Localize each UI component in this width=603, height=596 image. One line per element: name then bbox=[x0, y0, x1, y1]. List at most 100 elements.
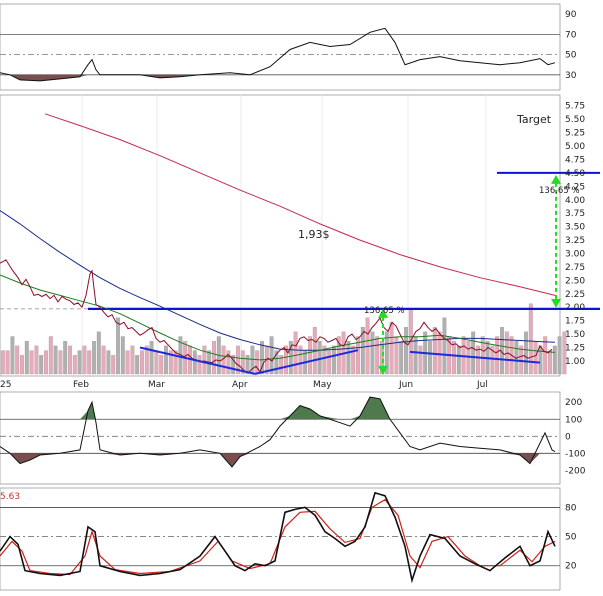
volume-bar bbox=[293, 331, 298, 375]
volume-bar bbox=[149, 341, 154, 375]
volume-bar bbox=[72, 355, 77, 375]
cci-line bbox=[0, 396, 556, 468]
volume-bar bbox=[63, 341, 68, 375]
price-tick-label: 2.25 bbox=[565, 290, 585, 300]
volume-bar bbox=[356, 336, 360, 375]
target-label: Target bbox=[516, 113, 552, 126]
volume-bar bbox=[68, 345, 72, 375]
trendline-left bbox=[139, 346, 256, 375]
rsi-panel bbox=[0, 3, 561, 91]
volume-bar bbox=[404, 326, 408, 375]
volume-bar bbox=[284, 345, 288, 375]
price-tick-label: 5.75 bbox=[565, 102, 585, 112]
volume-bar bbox=[82, 345, 87, 375]
volume-bar bbox=[168, 350, 173, 375]
month-tick-label: Feb bbox=[73, 380, 89, 390]
volume-bar bbox=[135, 355, 140, 375]
price-tick-label: 5.00 bbox=[565, 142, 585, 152]
volume-bar bbox=[524, 331, 528, 375]
measure-arrow-right bbox=[551, 174, 561, 308]
price-tick-label: 5.25 bbox=[565, 129, 585, 139]
volume-bar bbox=[533, 341, 538, 375]
percent-label-left: 136.65 % bbox=[364, 306, 405, 316]
volume-bar bbox=[144, 345, 149, 375]
volume-bar bbox=[159, 355, 164, 375]
rsi-oversold-fill bbox=[0, 74, 555, 81]
stoch-value-label: 5.63 bbox=[0, 492, 20, 502]
volume-bar bbox=[192, 350, 197, 375]
month-tick-label: Jun bbox=[398, 380, 413, 390]
volume-bar bbox=[548, 350, 552, 375]
volume-bar bbox=[298, 345, 303, 375]
volume-bar bbox=[202, 345, 207, 375]
volume-bar bbox=[413, 336, 418, 375]
volume-bar bbox=[351, 345, 356, 375]
price-tick-label: 1.25 bbox=[565, 344, 585, 354]
volume-bar bbox=[288, 341, 293, 375]
price-tick-label: 3.25 bbox=[565, 236, 585, 246]
volume-bar bbox=[394, 336, 399, 375]
price-tick-label: 4.50 bbox=[565, 169, 585, 179]
volume-bar bbox=[10, 336, 15, 375]
cci-panel bbox=[0, 391, 561, 485]
cci-tick-label: -100 bbox=[565, 449, 586, 459]
rsi-tick-label: 50 bbox=[565, 51, 577, 61]
volume-bar bbox=[245, 355, 250, 375]
volume-bar bbox=[432, 326, 437, 375]
volume-bar bbox=[48, 336, 53, 375]
price-tick-label: 3.00 bbox=[565, 249, 585, 259]
volume-bar bbox=[274, 350, 279, 375]
stoch-tick-label: 50 bbox=[565, 533, 577, 543]
measure-arrow-left-head-up bbox=[378, 308, 388, 318]
volume-bar bbox=[87, 350, 92, 375]
volume-bar bbox=[279, 355, 284, 375]
trendline-right bbox=[254, 349, 359, 375]
volume-bar bbox=[562, 331, 567, 375]
volume-bar bbox=[5, 350, 10, 375]
volume-bar bbox=[543, 336, 548, 375]
volume-bar bbox=[476, 345, 480, 375]
volume-bar bbox=[39, 355, 44, 375]
measure-arrow-left-head-down bbox=[378, 365, 388, 375]
measure-arrow-right-head-down bbox=[551, 298, 561, 308]
volume-bar bbox=[552, 345, 557, 375]
ma-long-line bbox=[44, 113, 556, 296]
volume-bar bbox=[557, 336, 562, 375]
volume-bar bbox=[471, 331, 476, 375]
volume-bar bbox=[428, 341, 432, 375]
volume-bar bbox=[399, 341, 404, 375]
price-tick-label: 5.50 bbox=[565, 115, 585, 125]
rsi-tick-label: 30 bbox=[565, 71, 577, 81]
price-tick-label: 1.75 bbox=[565, 317, 585, 327]
volume-bar bbox=[456, 345, 461, 375]
volume-bar bbox=[106, 350, 111, 375]
volume-bar bbox=[317, 341, 322, 375]
month-tick-label: 25 bbox=[0, 380, 11, 390]
price-tick-label: 2.75 bbox=[565, 263, 585, 273]
volume-bar bbox=[346, 341, 351, 375]
stoch-tick-label: 20 bbox=[565, 562, 577, 572]
rsi-line bbox=[0, 27, 556, 82]
price-tick-label: 2.00 bbox=[565, 303, 585, 313]
price-tick-label: 4.25 bbox=[565, 182, 585, 192]
cci-tick-label: 0 bbox=[565, 432, 571, 442]
month-tick-label: Jul bbox=[476, 380, 488, 390]
volume-bar bbox=[58, 350, 63, 375]
volume-bar bbox=[96, 331, 101, 375]
volume-bar bbox=[437, 331, 442, 375]
level-price-label: 1,93$ bbox=[298, 228, 330, 241]
volume-bar bbox=[308, 336, 312, 375]
volume-bar bbox=[255, 350, 260, 375]
volume-bar bbox=[260, 341, 264, 375]
price-tick-label: 1.50 bbox=[565, 330, 585, 340]
stoch-d-line bbox=[0, 498, 556, 576]
volume-bar bbox=[111, 355, 116, 375]
volume-bar bbox=[442, 317, 447, 375]
stoch-tick-label: 80 bbox=[565, 503, 577, 513]
volume-bar bbox=[0, 350, 5, 375]
volume-bar bbox=[20, 355, 24, 375]
price-tick-label: 2.50 bbox=[565, 276, 585, 286]
volume-bar bbox=[164, 345, 168, 375]
rsi-tick-label: 90 bbox=[565, 10, 577, 20]
